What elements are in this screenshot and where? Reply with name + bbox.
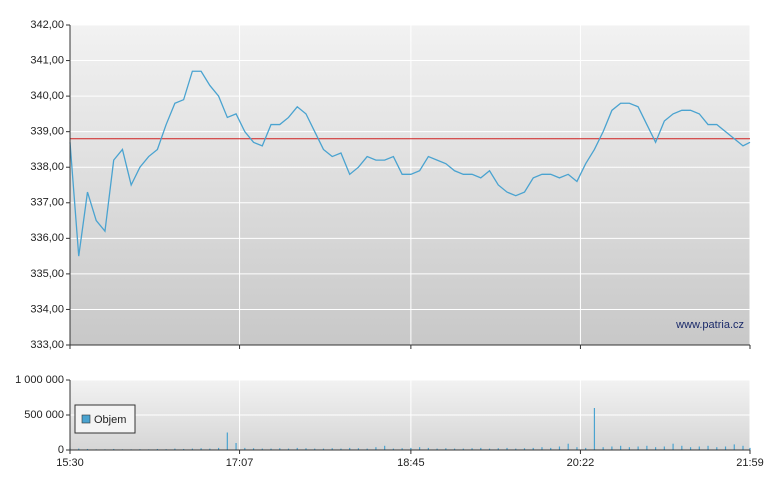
volume-bar — [655, 447, 657, 450]
y-tick-label: 0 — [58, 444, 64, 456]
volume-bar — [453, 448, 456, 450]
legend-swatch — [81, 414, 91, 424]
volume-bar — [497, 448, 499, 450]
volume-bar — [261, 448, 263, 450]
y-tick-label: 339,00 — [30, 126, 64, 138]
volume-bar — [357, 448, 360, 450]
volume-bar — [585, 447, 587, 450]
y-tick-label: 333,00 — [30, 339, 64, 351]
volume-bar — [698, 446, 700, 450]
volume-bar — [174, 448, 176, 450]
volume-bar — [78, 448, 80, 450]
volume-bar — [663, 446, 665, 450]
volume-bar — [637, 446, 639, 450]
volume-bar — [235, 443, 237, 450]
volume-bar — [183, 448, 185, 450]
volume-bar — [488, 448, 491, 450]
x-tick-label: 15:30 — [56, 457, 84, 469]
volume-bar — [550, 447, 552, 450]
legend: Objem — [74, 404, 136, 434]
volume-bar — [410, 447, 412, 450]
legend-label: Objem — [94, 414, 126, 426]
y-tick-label: 340,00 — [30, 90, 64, 102]
volume-bar — [602, 447, 604, 450]
volume-bar — [270, 448, 272, 450]
volume-bar — [375, 447, 377, 450]
y-tick-label: 1 000 000 — [15, 374, 64, 386]
y-tick-label: 500 000 — [24, 409, 64, 421]
volume-bar — [716, 447, 718, 450]
volume-bar — [558, 446, 561, 450]
volume-bar — [366, 448, 368, 450]
volume-bar — [349, 447, 351, 450]
volume-bar — [523, 448, 526, 450]
volume-bar — [515, 448, 517, 450]
volume-bar — [471, 448, 473, 450]
watermark: www.patria.cz — [675, 319, 744, 331]
volume-bar — [287, 448, 290, 450]
x-tick-label: 20:22 — [567, 457, 595, 469]
volume-bar — [733, 444, 735, 450]
volume-bar — [611, 446, 613, 450]
volume-bar — [506, 447, 508, 450]
volume-bar — [707, 445, 709, 450]
price-line — [69, 70, 751, 257]
volume-bar — [532, 447, 534, 450]
volume-bar — [646, 445, 648, 450]
volume-bar — [689, 447, 692, 450]
volume-bar — [593, 408, 596, 450]
volume-bar — [244, 447, 246, 450]
volume-bar — [191, 448, 193, 450]
volume-bar — [541, 447, 543, 450]
y-tick-label: 334,00 — [30, 303, 64, 315]
y-tick-label: 341,00 — [30, 54, 64, 66]
volume-bar — [480, 447, 482, 450]
volume-bar — [620, 445, 622, 450]
x-tick-label: 21:59 — [736, 457, 764, 469]
x-tick-label: 17:07 — [226, 457, 254, 469]
y-tick-label: 338,00 — [30, 161, 64, 173]
volume-bar — [384, 445, 386, 450]
volume-bar — [462, 448, 464, 450]
volume-bar — [436, 448, 438, 450]
volume-bar — [401, 448, 403, 450]
volume-bar — [331, 448, 333, 450]
y-tick-label: 335,00 — [30, 268, 64, 280]
volume-bar — [445, 448, 447, 450]
volume-bar — [724, 446, 727, 450]
volume-bar — [156, 448, 159, 450]
layer: 333,00 334,00 335,00 336,00 337,00 338,00 339,… — [15, 19, 764, 469]
volume-bar — [279, 448, 281, 450]
volume-bar — [628, 447, 630, 450]
volume-bar — [576, 447, 578, 450]
volume-bar — [314, 448, 316, 450]
volume-bar — [749, 447, 751, 450]
volume-bar — [742, 445, 744, 450]
volume-bar — [252, 448, 255, 450]
plot-bg — [70, 25, 750, 345]
volume-bar — [392, 448, 394, 450]
volume-bar — [217, 447, 220, 450]
x-tick-label: 18:45 — [397, 457, 425, 469]
y-tick-label: 336,00 — [30, 232, 64, 244]
volume-bar — [567, 443, 569, 450]
volume-bar — [672, 443, 674, 450]
volume-bar — [86, 448, 89, 450]
volume-bar — [200, 448, 202, 450]
volume-bar — [113, 448, 115, 450]
y-tick-label: 337,00 — [30, 197, 64, 209]
volume-bar — [681, 445, 683, 450]
volume-bar — [322, 448, 325, 450]
volume-bar — [296, 447, 298, 450]
volume-bar — [427, 447, 429, 450]
volume-bar — [340, 448, 342, 450]
volume-bar — [419, 447, 421, 450]
volume-bar — [209, 448, 211, 450]
volume-bar — [226, 432, 228, 450]
volume-bar — [305, 448, 307, 450]
y-tick-label: 342,00 — [30, 19, 64, 31]
